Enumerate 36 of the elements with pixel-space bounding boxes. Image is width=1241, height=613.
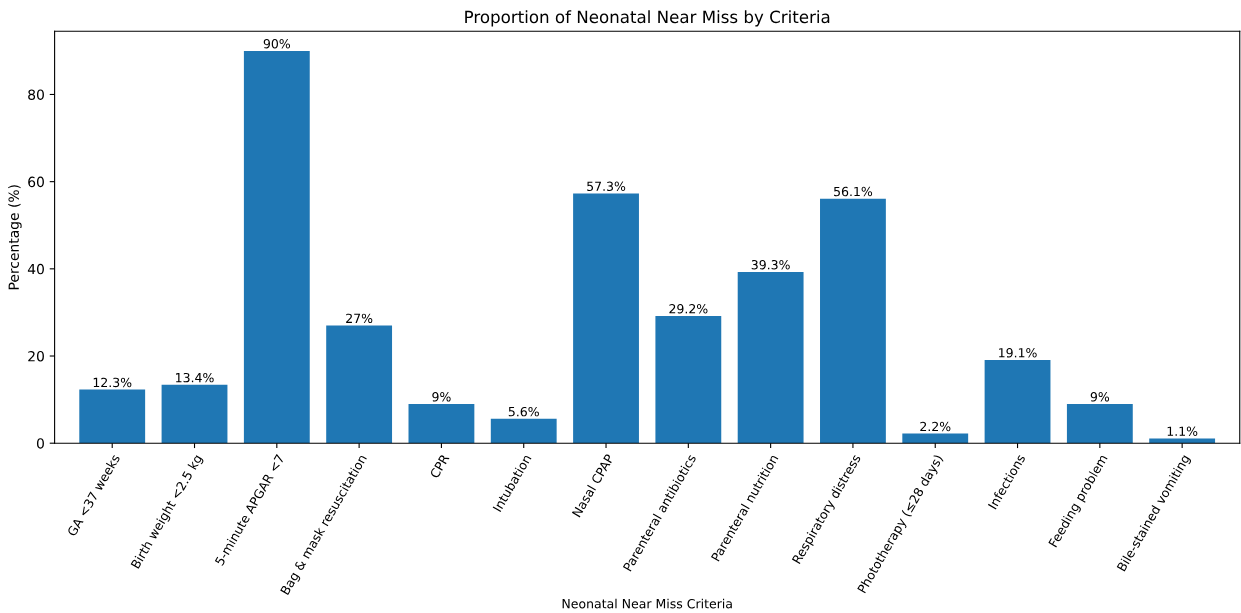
bar [1066,403,1133,444]
bar [902,433,969,444]
data-label: 27% [346,313,373,324]
bar [984,359,1051,444]
y-tick-label: 60 [28,176,44,188]
bar [573,193,639,444]
bar [243,50,310,444]
bar [490,418,557,444]
bar [655,315,722,444]
data-label: 9% [432,392,451,402]
y-axis-title: Percentage (%) [8,185,22,290]
data-label: 57.3% [587,181,626,191]
data-label: 29.2% [669,304,708,314]
bar [820,198,886,444]
y-tick-label: 20 [28,350,44,362]
bar [408,403,475,444]
y-tick-label: 80 [28,89,44,100]
data-label: 90% [263,39,291,49]
data-label: 12.3% [93,377,132,388]
data-label: 1.1% [1167,426,1198,436]
bar [161,384,228,444]
chart-title: Proportion of Neonatal Near Miss by Criteria [465,10,830,27]
data-label: 13.4% [176,372,214,383]
y-tick-label: 40 [27,263,44,275]
data-label: 39.3% [751,260,790,270]
bar [737,271,804,444]
bar [1149,438,1216,444]
data-label: 5.6% [508,406,539,417]
bar [79,389,146,444]
data-label: 2.2% [920,421,951,432]
data-label: 19.1% [999,348,1037,358]
data-label: 9% [1090,392,1110,402]
data-label: 56.1% [834,186,873,197]
y-tick-label: 0 [36,438,44,449]
x-axis-title: Neonatal Near Miss Criteria [562,598,732,609]
bar [326,325,393,444]
